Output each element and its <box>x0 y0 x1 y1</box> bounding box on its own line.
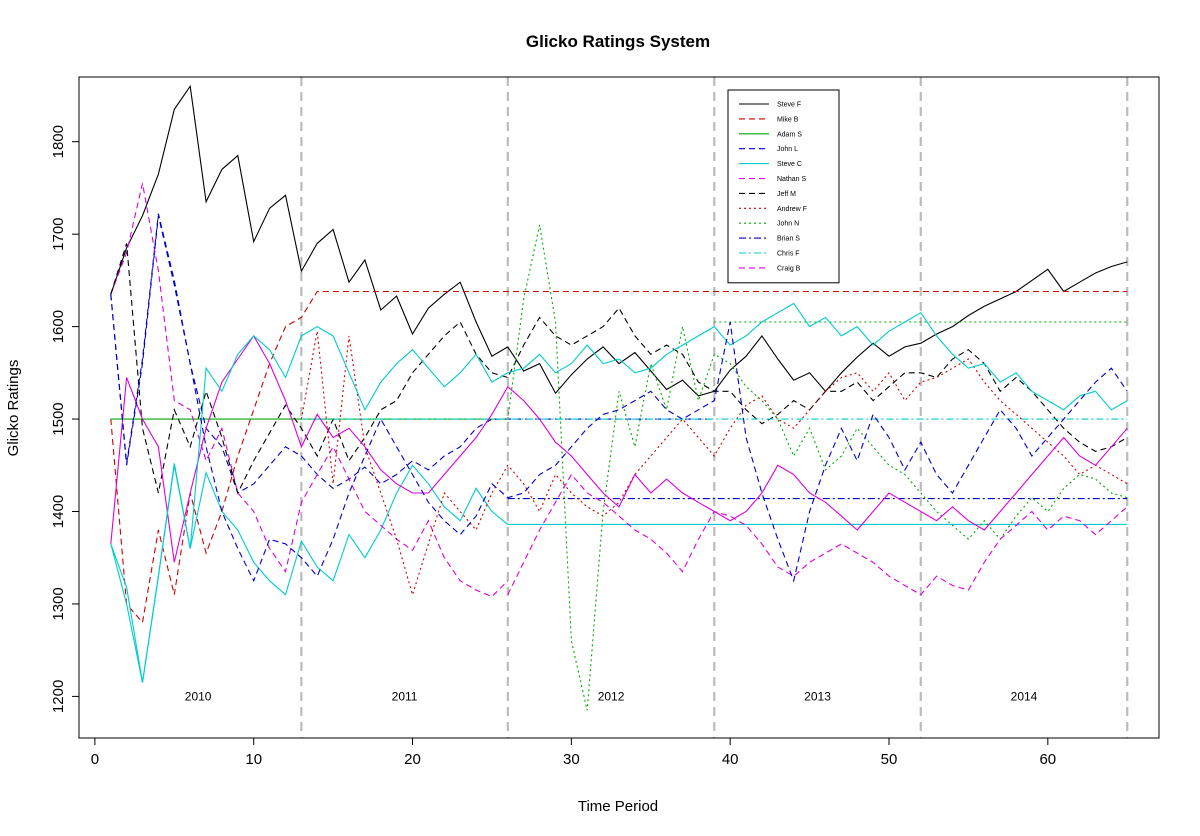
legend-label-1: Mike B <box>777 116 799 123</box>
x-tick-label-40: 40 <box>722 751 739 768</box>
series-line-8 <box>507 224 1128 711</box>
legend-label-4: Steve C <box>777 161 802 168</box>
series-line-11 <box>507 473 1128 596</box>
legend-label-3: John L <box>777 146 798 153</box>
legend-label-9: Brian S <box>777 236 800 243</box>
y-tick-label-1800: 1800 <box>50 125 67 158</box>
x-tick-label-30: 30 <box>563 751 580 768</box>
series-line-13 <box>110 334 1128 563</box>
legend: Steve F Mike B Adam S John L Steve C Nathan S… <box>727 89 840 284</box>
series-line-7 <box>300 331 1128 597</box>
y-axis-label: Glicko Ratings <box>5 360 22 457</box>
y-tick-label-1600: 1600 <box>50 310 67 343</box>
legend-label-2: Adam S <box>777 131 802 138</box>
series-line-14 <box>110 302 1128 683</box>
legend-label-8: John N <box>777 221 799 228</box>
period-label-2013: 2013 <box>804 689 831 703</box>
x-tick-label-10: 10 <box>245 751 262 768</box>
legend-label-10: Chris F <box>777 251 800 258</box>
series-line-15 <box>110 215 1128 583</box>
plot-layer: 2010 2011 2012 2013 2014 0 10 20 30 40 50 60 1200 130… <box>50 76 1160 768</box>
legend-label-6: Jeff M <box>777 191 796 198</box>
chart-title: Glicko Ratings System <box>526 32 710 51</box>
series-line-6 <box>110 243 1128 495</box>
y-tick-label-1400: 1400 <box>50 495 67 528</box>
x-axis-label: Time Period <box>578 798 658 815</box>
y-tick-label-1700: 1700 <box>50 217 67 250</box>
legend-label-0: Steve F <box>777 102 801 109</box>
y-tick-label-1300: 1300 <box>50 587 67 620</box>
period-label-2012: 2012 <box>598 689 625 703</box>
series-line-4 <box>110 463 1128 683</box>
series-line-0 <box>110 84 1128 397</box>
series-line-1 <box>110 290 1128 624</box>
legend-label-5: Nathan S <box>777 176 807 183</box>
period-label-2014: 2014 <box>1011 689 1038 703</box>
legend-label-7: Andrew F <box>777 206 807 213</box>
period-label-2010: 2010 <box>185 689 212 703</box>
period-label-2011: 2011 <box>392 689 418 703</box>
legend-label-11: Craig B <box>777 265 801 272</box>
legend-box <box>727 89 840 284</box>
x-tick-label-60: 60 <box>1039 751 1056 768</box>
x-tick-label-20: 20 <box>404 751 421 768</box>
x-tick-label-0: 0 <box>91 751 99 768</box>
y-tick-label-1200: 1200 <box>50 680 67 713</box>
x-tick-label-50: 50 <box>881 751 898 768</box>
y-tick-label-1500: 1500 <box>50 402 67 435</box>
